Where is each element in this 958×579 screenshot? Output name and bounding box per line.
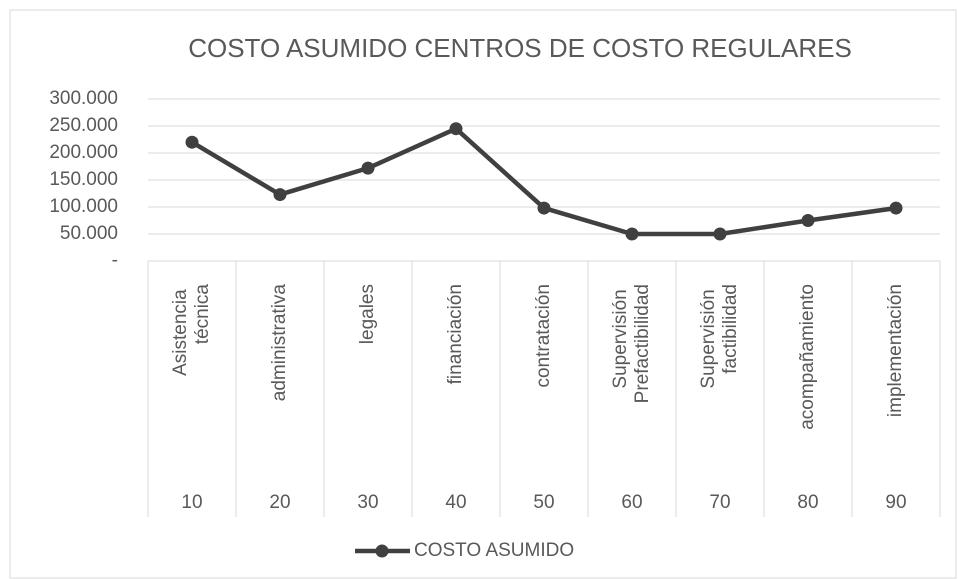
x-tick-label: financiación bbox=[445, 284, 466, 384]
data-point bbox=[889, 201, 903, 215]
x-tick-label: legales bbox=[357, 284, 378, 344]
y-tick-label: 300.000 bbox=[49, 88, 118, 109]
x-group-label: 40 bbox=[445, 492, 466, 513]
y-tick-label: 100.000 bbox=[49, 196, 118, 217]
data-point bbox=[273, 188, 287, 202]
chart-title: COSTO ASUMIDO CENTROS DE COSTO REGULARES bbox=[188, 33, 852, 63]
x-tick-label: Supervisión factibilidad bbox=[698, 284, 741, 389]
x-tick-label: Asistencia técnica bbox=[170, 284, 213, 376]
x-group-label: 90 bbox=[885, 492, 906, 513]
y-tick-label: 50.000 bbox=[60, 223, 118, 244]
data-point bbox=[713, 227, 727, 241]
x-group-label: 20 bbox=[269, 492, 290, 513]
data-point bbox=[537, 201, 551, 215]
x-group-label: 80 bbox=[797, 492, 818, 513]
x-group-label: 10 bbox=[181, 492, 202, 513]
x-tick-label: administrativa bbox=[269, 284, 290, 402]
x-tick-label: Supervisión Prefactibilidad bbox=[610, 284, 653, 403]
legend-label: COSTO ASUMIDO bbox=[414, 540, 574, 561]
data-point bbox=[801, 214, 815, 227]
data-point bbox=[449, 122, 463, 136]
legend-marker bbox=[375, 544, 389, 558]
chart-border bbox=[9, 9, 957, 579]
data-point bbox=[185, 135, 199, 149]
x-tick-label: acompañamiento bbox=[797, 284, 818, 430]
y-tick-label: 200.000 bbox=[49, 142, 118, 163]
y-tick-label: 150.000 bbox=[49, 169, 118, 190]
x-group-label: 30 bbox=[357, 492, 378, 513]
x-tick-label: implementación bbox=[885, 284, 906, 417]
y-tick-label: - bbox=[112, 250, 118, 271]
y-tick-label: 250.000 bbox=[49, 115, 118, 136]
x-group-label: 70 bbox=[709, 492, 730, 513]
x-group-label: 60 bbox=[621, 492, 642, 513]
data-point bbox=[625, 227, 639, 241]
data-point bbox=[361, 161, 375, 175]
x-group-label: 50 bbox=[533, 492, 554, 513]
x-tick-label: contratación bbox=[533, 284, 554, 388]
